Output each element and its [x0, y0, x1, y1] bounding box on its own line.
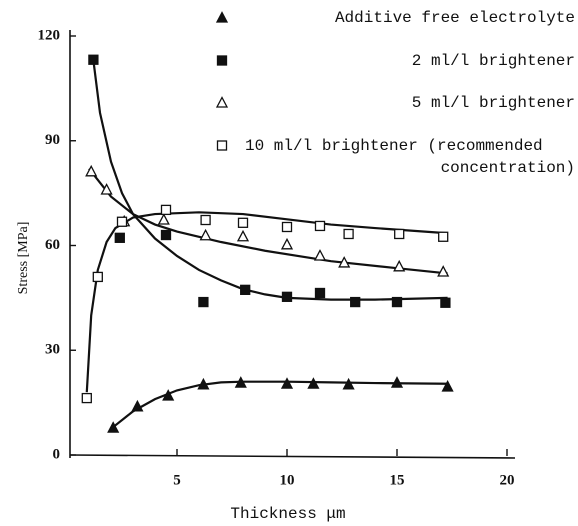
data-point [92, 271, 103, 283]
data-point [85, 164, 98, 177]
y-tick-label: 60 [45, 237, 60, 253]
data-point [160, 229, 172, 241]
y-tick-label: 0 [53, 446, 61, 462]
legend-marker [216, 140, 228, 151]
x-axis-label: Thickness μm [230, 505, 345, 523]
data-point [237, 217, 249, 228]
data-point [307, 377, 320, 389]
data-point [350, 296, 361, 308]
data-point [313, 249, 327, 261]
data-point [197, 377, 210, 390]
data-point [440, 297, 451, 308]
data-point [107, 421, 120, 433]
x-tick-label: 5 [173, 472, 181, 488]
x-tick-label: 10 [280, 472, 295, 488]
data-point [280, 377, 294, 389]
data-point [131, 399, 144, 412]
data-point [437, 265, 450, 277]
x-tick-label: 20 [500, 472, 515, 488]
data-point [162, 389, 175, 401]
fit-curve [85, 211, 448, 393]
y-tick-label: 30 [45, 342, 60, 358]
legend-label: 5 ml/l brightener [411, 94, 575, 112]
data-point [81, 392, 92, 404]
legend-marker [216, 55, 228, 66]
x-axis [69, 454, 516, 459]
data-point [393, 259, 406, 272]
data-point [314, 220, 326, 232]
legend-label: Additive free electrolyte [334, 9, 575, 27]
legend-label: 10 ml/l brightener (recommended concentr… [245, 136, 575, 177]
data-point [342, 377, 355, 390]
fit-curve [112, 380, 448, 428]
data-point [441, 380, 454, 392]
data-point [280, 237, 294, 250]
y-tick-label: 120 [38, 27, 61, 43]
data-point [338, 256, 351, 268]
x-tick-label: 15 [390, 472, 405, 488]
data-point [160, 204, 172, 216]
data-point [198, 296, 209, 308]
data-point [157, 213, 170, 225]
data-point [88, 54, 99, 65]
data-point [200, 214, 211, 226]
legend-marker [215, 96, 229, 108]
y-tick-label: 90 [45, 132, 60, 148]
data-point [438, 231, 449, 242]
fit-curve [88, 168, 448, 275]
legend-label: 2 ml/l brightener [411, 51, 575, 70]
data-point [100, 183, 113, 195]
data-point [114, 232, 125, 243]
data-point [314, 287, 326, 299]
data-point [394, 228, 405, 240]
data-point [236, 229, 250, 242]
data-point [343, 228, 354, 240]
data-point [390, 376, 404, 388]
data-point [116, 216, 128, 227]
data-point [391, 296, 403, 308]
legend-marker [215, 11, 229, 23]
data-point [199, 228, 212, 241]
data-point [240, 284, 251, 295]
data-point [281, 221, 293, 233]
y-axis-label: Stress [MPa] [16, 222, 31, 295]
data-point [281, 291, 293, 302]
fit-curve [92, 60, 448, 301]
data-point [234, 376, 247, 388]
